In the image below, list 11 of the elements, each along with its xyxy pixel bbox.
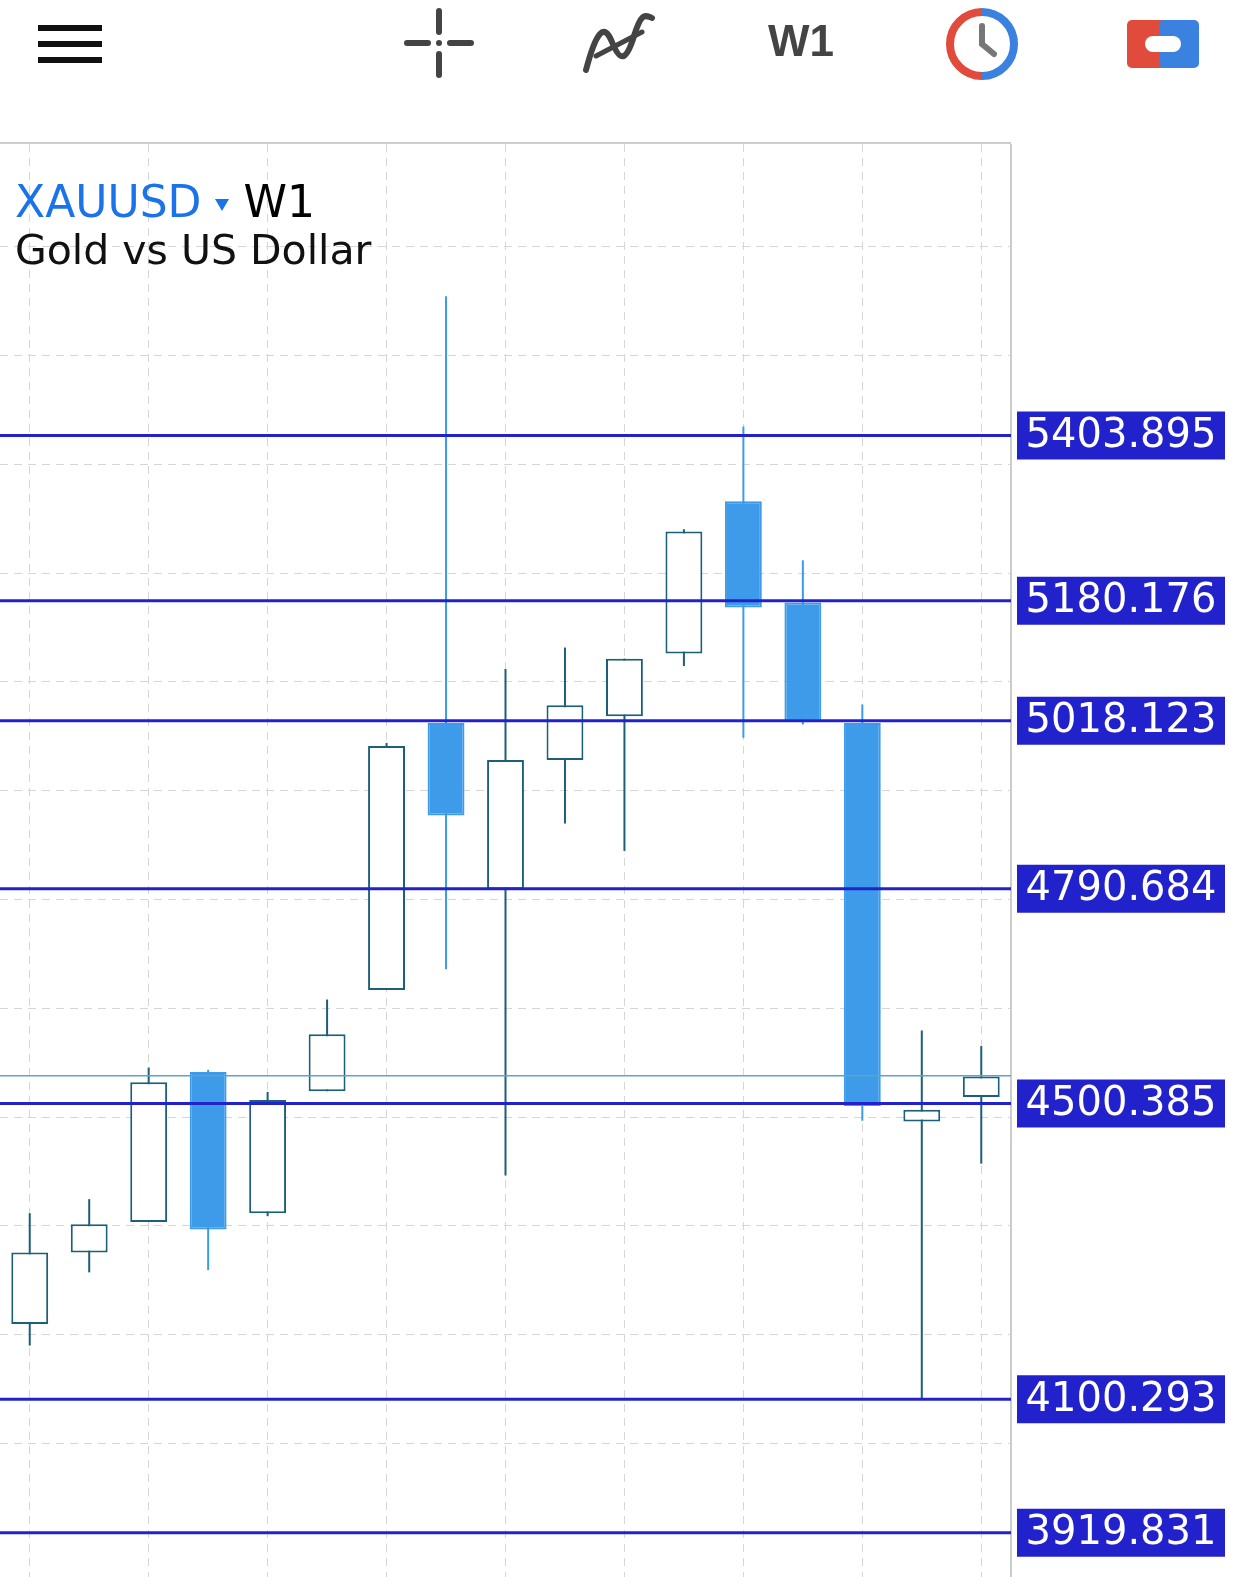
ref-line-label: 3919.831 (1025, 1507, 1217, 1554)
ref-line-label: 4100.293 (1025, 1373, 1217, 1420)
ref-line-label: 5180.176 (1025, 575, 1217, 622)
candlestick (903, 1029, 941, 1401)
ref-line-label: 4500.385 (1025, 1077, 1217, 1124)
ref-line-label: 5018.123 (1025, 695, 1217, 742)
text: XAUUSD W1 (15, 176, 315, 227)
ref-line-label: 5403.895 (1025, 409, 1217, 456)
text: Gold vs US Dollar (15, 226, 372, 274)
ref-line-label: 4790.684 (1025, 863, 1217, 910)
text: W1 (768, 16, 834, 66)
